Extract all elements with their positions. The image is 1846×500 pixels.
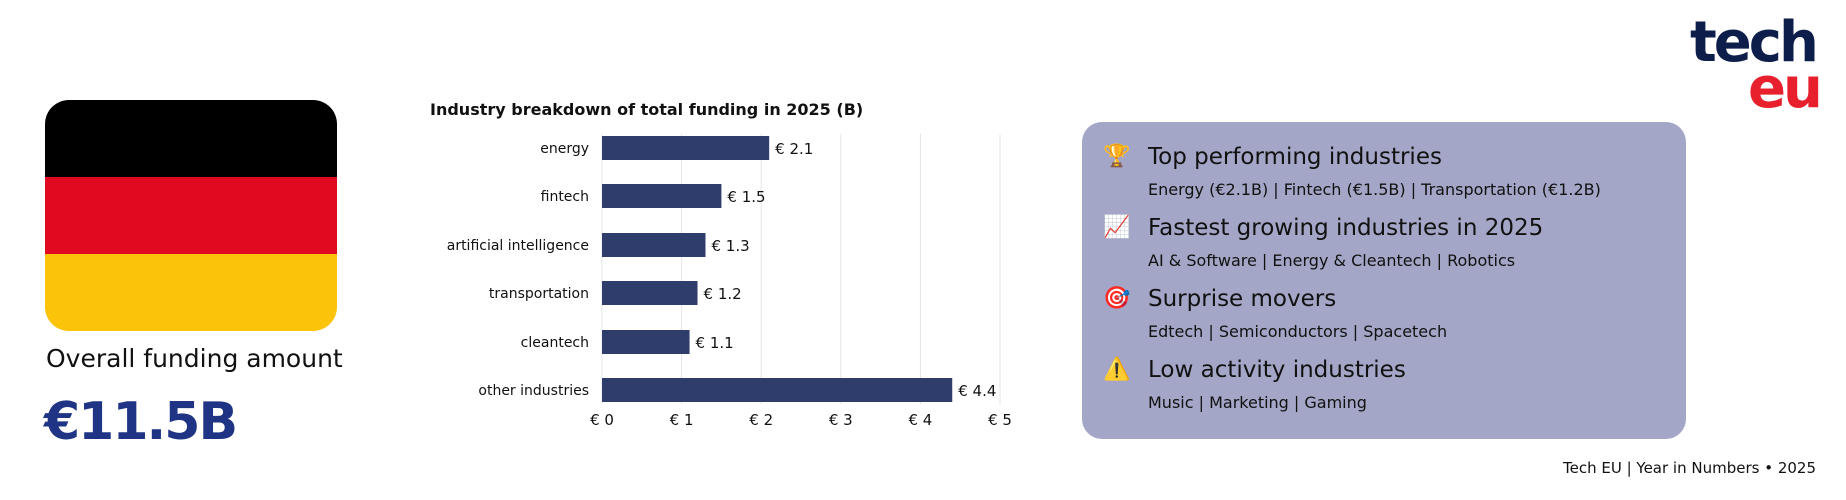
data-label: € 2.1 [775, 140, 813, 158]
x-tick-label: € 3 [829, 411, 853, 429]
insight-heading: Surprise movers [1148, 286, 1337, 312]
warning-icon: ⚠️ [1103, 357, 1131, 382]
bar [602, 184, 722, 208]
data-label: € 1.5 [727, 188, 765, 206]
x-tick-label: € 4 [908, 411, 932, 429]
bar [602, 281, 698, 305]
bar [602, 330, 690, 354]
data-label: € 4.4 [958, 382, 996, 400]
category-label: other industries [478, 383, 589, 399]
insight-heading: Low activity industries [1148, 357, 1406, 383]
x-tick-label: € 1 [670, 411, 694, 429]
flag-stripe-red [45, 177, 337, 254]
insight-detail: Energy (€2.1B) | Fintech (€1.5B) | Trans… [1148, 180, 1601, 199]
target-icon: 🎯 [1103, 286, 1131, 311]
tech-eu-logo: tech eu [1690, 10, 1823, 121]
insight-heading: Fastest growing industries in 2025 [1148, 215, 1544, 241]
logo-tech: tech [1690, 10, 1819, 75]
germany-flag [45, 100, 337, 331]
x-tick-label: € 2 [749, 411, 773, 429]
x-tick-label: € 0 [590, 411, 614, 429]
category-label: energy [540, 141, 589, 157]
category-label: artificial intelligence [447, 238, 589, 254]
bar-chart: € 0 € 1 € 2 € 3 € 4 € 5 energy € 2.1 fintech € 1.… [447, 134, 1012, 429]
data-label: € 1.3 [711, 237, 749, 255]
trophy-icon: 🏆 [1103, 144, 1131, 169]
bar [602, 136, 770, 160]
insight-detail: Edtech | Semiconductors | Spacetech [1148, 322, 1448, 341]
overall-funding-amount: €11.5B [44, 392, 238, 452]
insight-heading: Top performing industries [1148, 144, 1442, 170]
category-label: fintech [541, 189, 589, 205]
flag-stripe-gold [45, 254, 337, 331]
category-label: transportation [489, 286, 589, 302]
data-label: € 1.2 [704, 285, 742, 303]
bar [602, 233, 706, 257]
insights-panel: 🏆 Top performing industries Energy (€2.1… [1082, 122, 1686, 439]
overall-funding-label: Overall funding amount [46, 344, 343, 373]
logo-eu: eu [1748, 56, 1823, 121]
bar [602, 378, 953, 402]
data-label: € 1.1 [696, 334, 734, 352]
footer-caption: Tech EU | Year in Numbers • 2025 [1562, 459, 1816, 477]
flag-stripe-black [45, 100, 337, 177]
category-label: cleantech [521, 335, 589, 351]
insight-detail: AI & Software | Energy & Cleantech | Rob… [1148, 251, 1516, 270]
x-tick-label: € 5 [988, 411, 1012, 429]
chart-up-icon: 📈 [1103, 215, 1131, 240]
chart-title: Industry breakdown of total funding in 2… [430, 100, 864, 119]
insight-detail: Music | Marketing | Gaming [1148, 393, 1367, 412]
